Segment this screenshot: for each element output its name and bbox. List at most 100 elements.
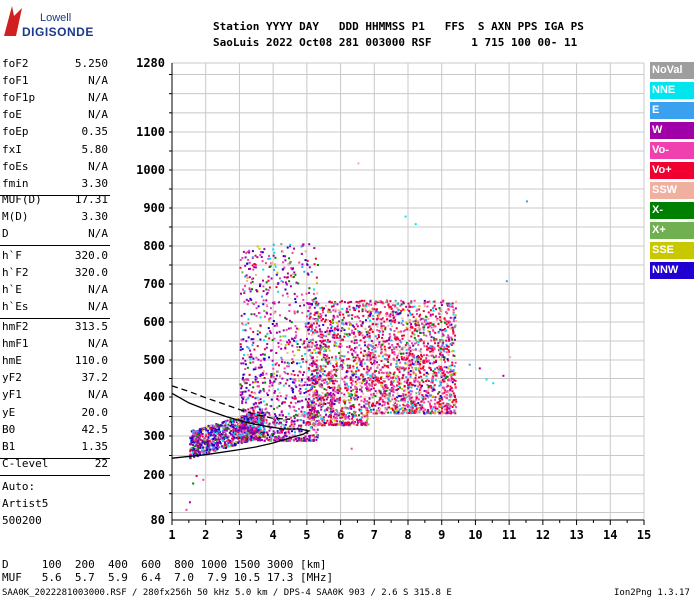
echo-point xyxy=(396,307,399,309)
echo-point xyxy=(363,341,366,344)
echo-point xyxy=(224,422,227,425)
echo-point xyxy=(316,372,318,375)
param-label: yF1 xyxy=(2,388,22,402)
echo-point xyxy=(306,337,308,340)
echo-point xyxy=(351,329,353,332)
echo-point xyxy=(323,401,326,404)
echo-point xyxy=(251,278,254,281)
echo-point xyxy=(241,396,243,399)
echo-point xyxy=(407,371,410,374)
echo-point xyxy=(262,411,265,414)
echo-point xyxy=(265,421,268,424)
echo-point xyxy=(330,375,333,378)
echo-point xyxy=(386,365,388,368)
echo-point xyxy=(276,406,279,409)
echo-point xyxy=(387,411,390,414)
echo-point xyxy=(413,305,416,308)
echo-point xyxy=(391,350,394,353)
echo-point xyxy=(265,299,268,302)
echo-point xyxy=(426,301,429,304)
echo-point xyxy=(284,346,287,349)
echo-point xyxy=(319,370,322,373)
echo-point xyxy=(364,354,367,357)
echo-point xyxy=(245,382,248,385)
echo-point xyxy=(300,245,303,248)
param-value: 37.2 xyxy=(81,371,109,385)
echo-point xyxy=(434,396,437,399)
echo-point xyxy=(257,305,260,308)
echo-point xyxy=(356,354,359,357)
param-yf2: yF2 37.2 xyxy=(2,371,108,385)
echo-point xyxy=(324,348,327,351)
echo-point xyxy=(190,439,193,442)
echo-point xyxy=(394,305,397,308)
echo-point xyxy=(249,290,252,293)
echo-point xyxy=(225,429,228,432)
echo-point xyxy=(315,363,318,366)
echo-point xyxy=(275,362,278,365)
echo-point xyxy=(262,434,265,437)
echo-point xyxy=(427,322,430,325)
echo-point xyxy=(299,432,302,435)
y-tick-label: 900 xyxy=(143,201,165,215)
echo-point xyxy=(268,330,271,333)
echo-point xyxy=(369,311,372,313)
echo-point xyxy=(239,434,241,436)
echo-point xyxy=(379,311,382,314)
echo-point xyxy=(393,319,396,322)
echo-point xyxy=(262,290,265,293)
param-value: 320.0 xyxy=(74,249,108,262)
echo-point xyxy=(360,351,362,354)
param-label: foF1 xyxy=(2,74,29,88)
echo-point xyxy=(242,439,245,442)
echo-point xyxy=(414,411,417,414)
echo-point xyxy=(344,415,347,418)
echo-point xyxy=(355,382,358,385)
echo-point xyxy=(341,366,344,369)
echo-point xyxy=(285,418,288,421)
echo-point xyxy=(228,434,231,437)
echo-point xyxy=(297,424,300,427)
echo-point xyxy=(382,371,385,374)
echo-point xyxy=(318,369,321,372)
echo-point xyxy=(330,420,333,423)
echo-point xyxy=(445,323,448,326)
echo-point xyxy=(307,369,310,372)
echo-point xyxy=(423,369,426,372)
echo-point xyxy=(261,251,264,254)
echo-point xyxy=(319,424,321,426)
echo-point xyxy=(426,322,429,325)
echo-point xyxy=(356,418,359,421)
echo-point xyxy=(268,286,271,289)
echo-point xyxy=(202,451,205,454)
echo-point xyxy=(292,425,295,428)
echo-point xyxy=(328,379,331,382)
echo-point xyxy=(285,283,288,286)
echo-point xyxy=(437,312,440,315)
echo-point xyxy=(415,397,418,399)
echo-point xyxy=(362,422,365,425)
echo-point xyxy=(423,345,426,348)
echo-point xyxy=(318,421,321,424)
echo-point xyxy=(308,341,311,344)
echo-point xyxy=(395,362,398,365)
echo-point xyxy=(276,439,279,442)
echo-point xyxy=(346,364,349,367)
echo-point xyxy=(417,354,420,357)
echo-point xyxy=(376,329,379,332)
echo-point xyxy=(419,363,422,365)
echo-point xyxy=(199,451,202,454)
echo-point xyxy=(430,368,432,371)
echo-point xyxy=(380,325,383,328)
echo-point xyxy=(230,433,233,436)
echo-point xyxy=(300,426,302,429)
echo-point xyxy=(249,297,252,300)
echo-point xyxy=(229,440,232,443)
echo-point xyxy=(448,407,451,410)
echo-point xyxy=(208,439,211,442)
echo-point xyxy=(268,356,270,359)
echo-point xyxy=(310,387,312,390)
echo-point xyxy=(422,342,425,345)
echo-point xyxy=(384,396,387,399)
echo-point xyxy=(255,307,258,310)
